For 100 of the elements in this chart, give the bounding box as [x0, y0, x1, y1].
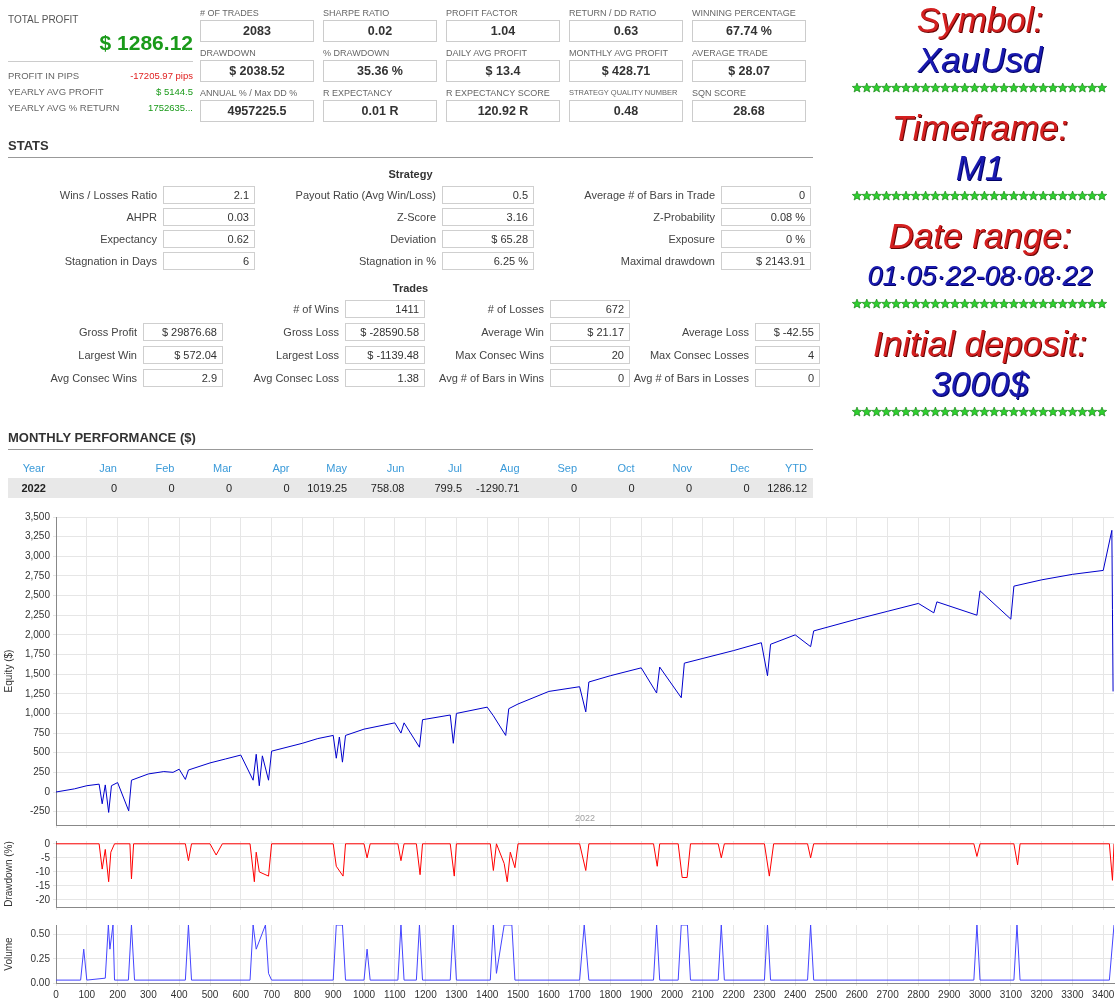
text: $ 2038.52: [200, 60, 314, 82]
text: YTD: [784, 461, 808, 476]
text: Avg Consec Wins: [49, 372, 138, 384]
x-tick-label: 900: [324, 988, 342, 1000]
text: # of Wins: [292, 303, 340, 315]
text: # OF TRADES: [200, 7, 260, 20]
y-tick-label: 0: [44, 785, 51, 797]
x-tick-label: 2300: [753, 988, 776, 1000]
y-tick-label: 2,250: [24, 608, 51, 620]
text: Stagnation in Days: [63, 255, 158, 267]
x-tick-label: 1600: [537, 988, 561, 1000]
text: 2.9: [143, 369, 223, 387]
text: % DRAWDOWN: [323, 47, 391, 60]
text: $ 21.17: [550, 323, 630, 341]
text: 6.25 %: [442, 252, 534, 270]
text: $ -42.55: [755, 323, 820, 341]
text: 0: [583, 478, 641, 498]
x-tick-label: 3100: [999, 988, 1023, 1000]
text: Max Consec Losses: [648, 349, 750, 361]
text: Max Consec Wins: [454, 349, 545, 361]
x-tick-label: 2900: [938, 988, 961, 1000]
text: AHPR: [125, 211, 158, 223]
x-tick-label: 1400: [476, 988, 499, 1000]
text: 0 %: [721, 230, 811, 248]
text: Gross Loss: [282, 326, 340, 338]
text: 0: [640, 478, 698, 498]
x-tick-label: 1000: [352, 988, 376, 1000]
text: 0: [123, 478, 181, 498]
text: Expectancy: [99, 233, 158, 245]
x-tick-label: 600: [232, 988, 250, 1000]
text: 0: [721, 186, 811, 204]
text: $ 5144.5: [156, 86, 193, 97]
text: SQN SCORE: [692, 87, 747, 100]
text: Strategy: [387, 168, 434, 180]
text: R EXPECTANCY: [323, 87, 394, 100]
text: TOTAL PROFIT: [8, 14, 80, 25]
text: Largest Win: [77, 349, 138, 361]
text: Payout Ratio (Avg Win/Loss): [294, 189, 437, 201]
text: 35.36 %: [323, 60, 437, 82]
text: $ 13.4: [446, 60, 560, 82]
x-tick-label: 2500: [814, 988, 838, 1000]
text: DRAWDOWN: [200, 47, 257, 60]
text: MONTHLY AVG PROFIT: [569, 47, 669, 60]
text: $ 2143.91: [721, 252, 811, 270]
y-tick-label: 2,750: [24, 569, 51, 581]
x-tick-label: 700: [263, 988, 281, 1000]
text: 1019.25: [295, 478, 353, 498]
x-tick-label: 800: [294, 988, 312, 1000]
y-tick-label: 750: [33, 726, 51, 738]
x-tick-label: 1900: [630, 988, 653, 1000]
text: $ 428.71: [569, 60, 683, 82]
text: AVERAGE TRADE: [692, 47, 769, 60]
text: XauUsd: [916, 40, 1044, 80]
y-tick-label: 0.50: [30, 928, 51, 940]
y-tick-label: 500: [33, 746, 51, 758]
x-tick-label: 0: [53, 988, 60, 1000]
text: 28.68: [692, 100, 806, 122]
x-tick-label: 2000: [660, 988, 684, 1000]
x-tick-label: 200: [109, 988, 127, 1000]
y-tick-label: -10: [35, 865, 51, 877]
text: Jun: [385, 461, 406, 476]
x-tick-label: 3400: [1092, 988, 1115, 1000]
text: Apr: [271, 461, 291, 476]
text: 0: [65, 478, 123, 498]
x-tick-label: 3000: [968, 988, 992, 1000]
y-axis-title: Volume: [2, 936, 14, 971]
text: R EXPECTANCY SCORE: [446, 87, 551, 100]
text: WINNING PERCENTAGE: [692, 7, 797, 20]
text: 0: [755, 369, 820, 387]
text: Jul: [446, 461, 463, 476]
text: Maximal drawdown: [619, 255, 716, 267]
text: 1752635...: [148, 102, 193, 113]
text: 0: [698, 478, 756, 498]
text: M1: [954, 148, 1006, 188]
text: 0: [525, 478, 583, 498]
x-tick-label: 2800: [907, 988, 930, 1000]
text: $ 65.28: [442, 230, 534, 248]
text: 2.1: [163, 186, 255, 204]
y-tick-label: 3,000: [24, 550, 51, 562]
x-tick-label: 300: [140, 988, 158, 1000]
text: 3000$: [930, 364, 1030, 404]
text: Nov: [671, 461, 693, 476]
text: 1.04: [446, 20, 560, 42]
text: PROFIT IN PIPS: [8, 70, 80, 81]
text: SHARPE RATIO: [323, 7, 391, 20]
text: 1286.12: [755, 478, 813, 498]
text: 0.63: [569, 20, 683, 42]
text: $ 29876.68: [143, 323, 223, 341]
y-tick-label: 0: [44, 837, 51, 849]
y-tick-label: -20: [35, 893, 51, 905]
y-tick-label: 3,500: [24, 510, 51, 522]
text: Exposure: [667, 233, 716, 245]
text: 0: [180, 478, 238, 498]
text: 1.38: [345, 369, 425, 387]
text: Year: [21, 461, 46, 476]
text: Jan: [98, 461, 118, 476]
text: Symbol:: [915, 0, 1045, 40]
text: 758.08: [353, 478, 411, 498]
y-tick-label: 2,500: [24, 589, 51, 601]
text: PROFIT FACTOR: [446, 7, 519, 20]
